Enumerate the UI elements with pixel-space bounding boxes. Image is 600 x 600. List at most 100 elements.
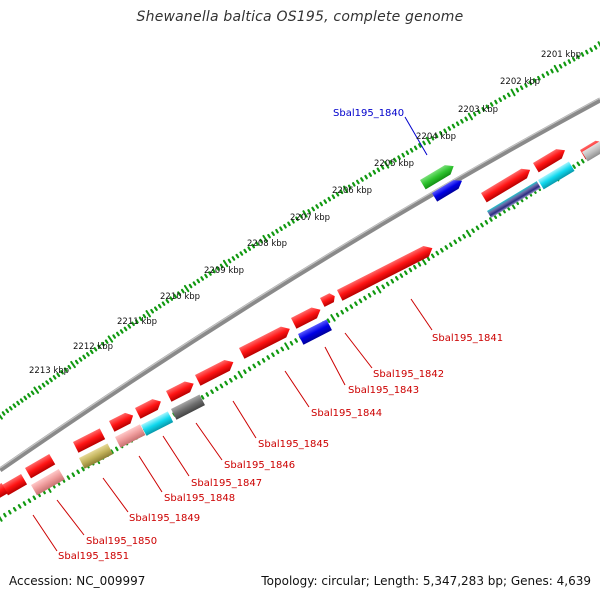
gene-feature [115, 424, 146, 448]
outer-tick [376, 167, 381, 173]
outer-tick [447, 126, 452, 131]
outer-tick [45, 380, 50, 385]
outer-tick [498, 97, 502, 103]
outer-tick [16, 400, 20, 406]
outer-tick [145, 310, 151, 318]
gene-label: Sbal195_1846 [224, 460, 295, 471]
inner-tick [233, 375, 238, 380]
inner-tick [340, 309, 344, 315]
outer-tick [576, 54, 580, 60]
inner-tick [462, 234, 466, 239]
inner-tick [471, 228, 475, 233]
outer-tick [112, 334, 117, 339]
outer-tick [215, 266, 220, 271]
inner-tick [344, 307, 349, 312]
outer-tick [123, 326, 128, 332]
kbp-label: 2205 kbp [374, 159, 414, 169]
gene-label: Sbal195_1843 [348, 385, 419, 396]
inner-tick [66, 475, 71, 480]
outer-tick [485, 104, 490, 110]
outer-tick [510, 88, 516, 97]
inner-tick [413, 264, 417, 270]
gene-body [25, 454, 56, 479]
inner-tick [404, 270, 408, 276]
outer-tick [219, 263, 224, 269]
leader-line [32, 514, 58, 552]
gene-body [141, 411, 174, 436]
inner-tick [294, 338, 298, 343]
gene-feature [538, 161, 575, 190]
inner-tick [385, 281, 390, 287]
inner-tick [229, 378, 233, 383]
outer-tick [580, 52, 585, 57]
gene-label: Sbal195_1841 [432, 333, 503, 344]
outer-tick [196, 278, 201, 284]
outer-tick [5, 408, 10, 414]
gene-label: Sbal195_1840 [333, 108, 404, 119]
inner-tick [399, 273, 404, 278]
outer-tick [472, 111, 477, 117]
kbp-label: 2204 kbp [416, 132, 456, 142]
outer-tick [150, 308, 154, 314]
inner-tick [22, 501, 27, 506]
inner-tick [243, 369, 247, 374]
outer-tick [532, 78, 537, 83]
inner-tick [381, 284, 386, 290]
inner-tick [326, 318, 331, 323]
gene-body [533, 149, 565, 173]
kbp-label: 2203 kbp [458, 105, 498, 115]
outer-tick [302, 210, 308, 218]
inner-tick [280, 346, 285, 352]
outer-tick [477, 109, 481, 115]
leader-line [410, 298, 433, 331]
outer-tick [327, 196, 332, 202]
gene-body [337, 245, 433, 301]
kbp-label: 2207 kbp [290, 213, 330, 223]
kbp-label: 2212 kbp [73, 342, 113, 352]
outer-tick [287, 221, 291, 227]
accession-label: Accession: NC_009997 [9, 574, 146, 588]
leader-line [102, 477, 129, 513]
inner-tick [110, 449, 114, 454]
inner-tick [210, 389, 214, 394]
inner-tick [408, 267, 413, 273]
inner-tick [261, 358, 266, 363]
gene-feature [582, 140, 600, 162]
outer-tick [255, 241, 259, 246]
outer-tick [1, 411, 6, 416]
gene-feature [166, 381, 194, 402]
leader-line [284, 370, 310, 408]
leader-line [138, 455, 163, 493]
inner-tick [395, 276, 399, 281]
gene-label: Sbal195_1850 [86, 536, 157, 547]
outer-tick [425, 136, 431, 145]
outer-tick [107, 335, 114, 343]
gene-body [432, 180, 463, 202]
kbp-label: 2201 kbp [541, 50, 581, 60]
outer-tick [405, 150, 410, 155]
inner-tick [257, 360, 261, 366]
gene-body [320, 293, 335, 307]
outer-tick [464, 116, 468, 122]
outer-tick [295, 216, 299, 222]
inner-tick [484, 220, 489, 225]
inner-tick [271, 352, 275, 357]
outer-tick [169, 296, 174, 301]
outer-tick [239, 251, 244, 256]
outer-tick [299, 214, 303, 219]
outer-tick [307, 209, 311, 214]
gene-feature [141, 411, 174, 436]
inner-tick [76, 469, 81, 475]
gene-body [195, 360, 234, 386]
outer-tick [93, 347, 98, 352]
inner-tick [8, 509, 12, 515]
inner-tick [489, 217, 493, 222]
gene-label: Sbal195_1849 [129, 513, 200, 524]
inner-tick [576, 161, 581, 167]
outer-tick [177, 291, 181, 296]
outer-tick [335, 191, 340, 197]
gene-body [115, 424, 146, 448]
inner-tick [363, 295, 367, 301]
inner-tick [224, 380, 228, 386]
